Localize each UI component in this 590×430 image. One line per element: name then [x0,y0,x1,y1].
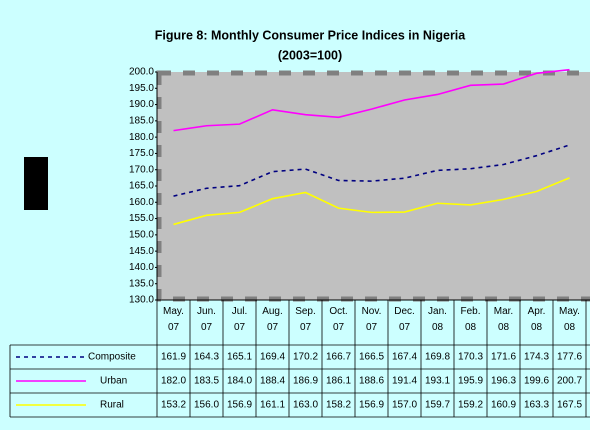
x-tick-label: Jul. 07 [232,306,248,333]
y-tick-label: 165.0 [129,181,154,192]
table-value: 182.0 [161,376,186,387]
x-tick-label: Mar. 08 [494,306,513,333]
x-tick-label: Jan. 08 [428,306,447,333]
x-tick-label: Feb. 08 [460,306,480,333]
table-value: 156.0 [194,400,219,411]
y-tick-label: 190.0 [129,99,154,110]
table-value: 196.3 [491,376,516,387]
y-tick-label: 130.0 [129,295,154,306]
table-value: 153.2 [161,400,186,411]
table-value: 170.2 [293,352,318,363]
legend-label: Urban [100,376,127,387]
series-line [173,177,570,226]
x-tick-label: Apr. 08 [528,306,546,333]
table-value: 171.6 [491,352,516,363]
y-tick-label: 155.0 [129,213,154,224]
table-value: 163.3 [524,400,549,411]
plot-area [157,72,590,300]
table-value: 193.1 [425,376,450,387]
chart-subtitle: (2003=100) [278,48,342,62]
x-tick-label: May. 07 [163,306,184,333]
table-value: 174.3 [524,352,549,363]
table-value: 159.2 [458,400,483,411]
y-tick-label: 150.0 [129,229,154,240]
table-value: 166.7 [326,352,351,363]
table-value: 164.3 [194,352,219,363]
table-value: 186.1 [326,376,351,387]
y-tick-label: 185.0 [129,115,154,126]
table-value: 170.3 [458,352,483,363]
table-value: 158.2 [326,400,351,411]
y-tick-label: 170.0 [129,164,154,175]
chart-title: Figure 8: Monthly Consumer Price Indices… [155,28,467,42]
table-value: 167.5 [557,400,582,411]
table-value: 166.5 [359,352,384,363]
x-tick-label: Oct. 07 [329,306,347,333]
x-tick-label: Jun. 07 [197,306,216,333]
x-tick-label: Sep. 07 [295,306,316,333]
legend-label: Rural [100,400,124,411]
table-value: 163.0 [293,400,318,411]
table-value: 156.9 [227,400,252,411]
y-tick-label: 160.0 [129,197,154,208]
table-value: 188.4 [260,376,285,387]
table-value: 200.7 [557,376,582,387]
x-tick-label: May. 08 [559,306,580,333]
table-value: 156.9 [359,400,384,411]
table-value: 188.6 [359,376,384,387]
table-value: 157.0 [392,400,417,411]
series-line [173,144,570,197]
table-value: 167.4 [392,352,417,363]
table-value: 177.6 [557,352,582,363]
x-tick-label: Dec. 07 [394,306,415,333]
y-tick-label: 200.0 [129,67,154,78]
y-tick-label: 195.0 [129,83,154,94]
table-value: 161.9 [161,352,186,363]
x-tick-label: Nov. 07 [362,306,382,333]
table-value: 160.9 [491,400,516,411]
table-value: 191.4 [392,376,417,387]
black-box [24,157,48,210]
y-tick-label: 180.0 [129,132,154,143]
y-tick-label: 175.0 [129,148,154,159]
table-value: 169.8 [425,352,450,363]
table-value: 169.4 [260,352,285,363]
table-value: 184.0 [227,376,252,387]
table-value: 161.1 [260,400,285,411]
y-tick-label: 135.0 [129,278,154,289]
y-tick-label: 140.0 [129,262,154,273]
plot-border [156,70,590,302]
table-value: 195.9 [458,376,483,387]
table-value: 199.6 [524,376,549,387]
series-line [173,68,570,132]
x-tick-label: Aug. 07 [262,306,283,333]
table-value: 186.9 [293,376,318,387]
table-value: 183.5 [194,376,219,387]
y-tick-label: 145.0 [129,246,154,257]
legend-label: Composite [88,352,136,363]
table-value: 165.1 [227,352,252,363]
table-value: 159.7 [425,400,450,411]
